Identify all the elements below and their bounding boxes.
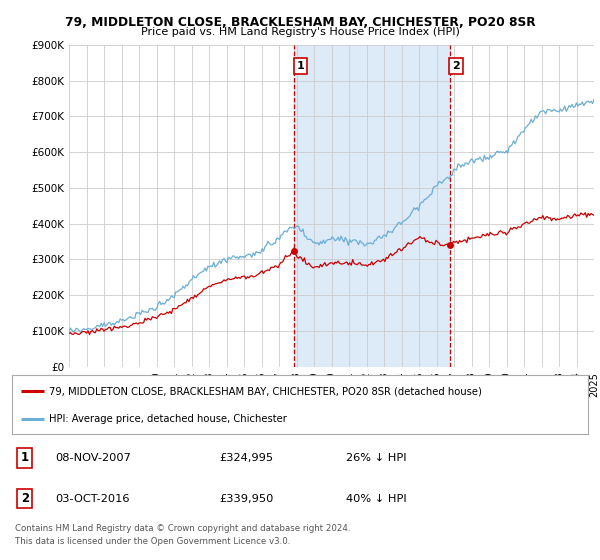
Text: 1: 1	[296, 61, 304, 71]
Text: 26% ↓ HPI: 26% ↓ HPI	[346, 453, 407, 463]
Text: 03-OCT-2016: 03-OCT-2016	[55, 493, 130, 503]
Text: £324,995: £324,995	[220, 453, 274, 463]
Bar	[294, 45, 449, 367]
Text: 40% ↓ HPI: 40% ↓ HPI	[346, 493, 407, 503]
Text: £339,950: £339,950	[220, 493, 274, 503]
Text: 1: 1	[20, 451, 29, 464]
Text: Price paid vs. HM Land Registry's House Price Index (HPI): Price paid vs. HM Land Registry's House …	[140, 27, 460, 37]
Text: 2: 2	[452, 61, 460, 71]
Text: 79, MIDDLETON CLOSE, BRACKLESHAM BAY, CHICHESTER, PO20 8SR: 79, MIDDLETON CLOSE, BRACKLESHAM BAY, CH…	[65, 16, 535, 29]
Text: HPI: Average price, detached house, Chichester: HPI: Average price, detached house, Chic…	[49, 414, 287, 424]
Text: 08-NOV-2007: 08-NOV-2007	[55, 453, 131, 463]
Text: Contains HM Land Registry data © Crown copyright and database right 2024.: Contains HM Land Registry data © Crown c…	[15, 524, 350, 533]
Text: This data is licensed under the Open Government Licence v3.0.: This data is licensed under the Open Gov…	[15, 538, 290, 547]
Text: 79, MIDDLETON CLOSE, BRACKLESHAM BAY, CHICHESTER, PO20 8SR (detached house): 79, MIDDLETON CLOSE, BRACKLESHAM BAY, CH…	[49, 386, 482, 396]
Text: 2: 2	[20, 492, 29, 505]
